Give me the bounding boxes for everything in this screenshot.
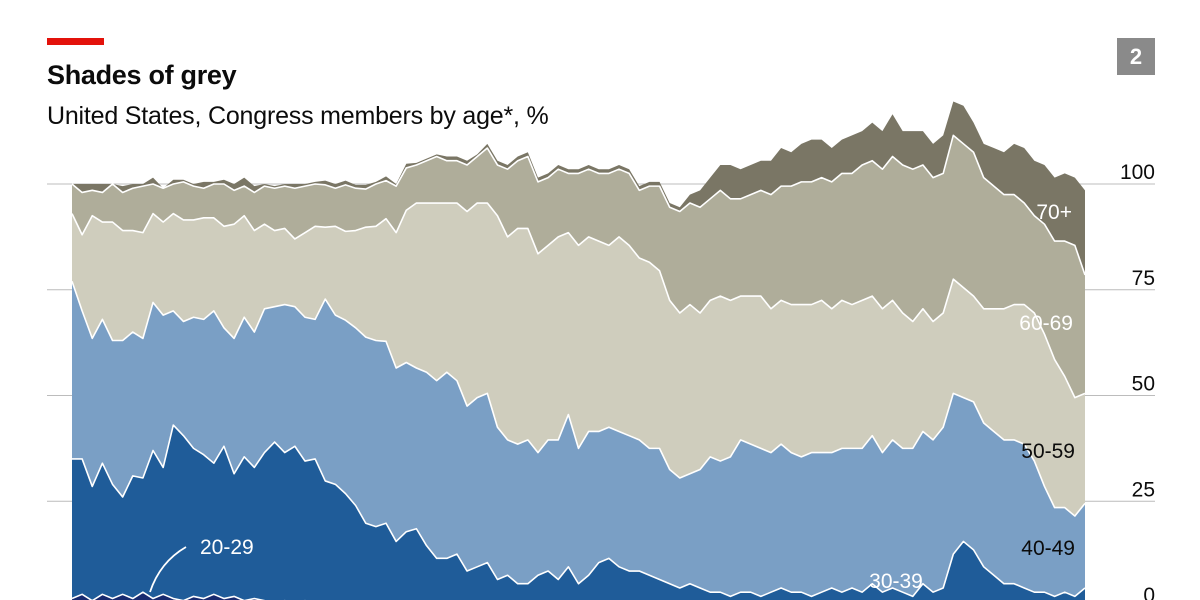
label-leader-20-29 — [149, 546, 187, 593]
accent-bar — [47, 38, 104, 45]
chart-subtitle: United States, Congress members by age*,… — [47, 102, 549, 130]
boundary-60-69 — [71, 134, 1086, 276]
area-60-69 — [72, 135, 1085, 398]
area-40-49 — [72, 281, 1085, 597]
y-tick-label-0: 0 — [1143, 584, 1155, 600]
area-series — [72, 101, 1085, 600]
series-label-60-69: 60-69 — [1019, 312, 1073, 335]
series-label-20-29: 20-29 — [200, 536, 254, 559]
y-tick-label-100: 100 — [1120, 161, 1155, 184]
y-axis-ticks: 0 25 50 75 100 — [1120, 161, 1155, 600]
area-boundaries — [71, 134, 1086, 600]
series-label-70+: 70+ — [1036, 201, 1072, 224]
boundary-20-29 — [71, 591, 306, 600]
series-label-40-49: 40-49 — [1021, 537, 1075, 560]
boundary-40-49 — [71, 281, 1086, 517]
series-label-30-39: 30-39 — [869, 570, 923, 593]
series-label-50-59: 50-59 — [1021, 440, 1075, 463]
series-labels: 20-29 30-39 40-49 50-59 60-69 70+ — [149, 201, 1075, 593]
chart-number-badge: 2 — [1117, 38, 1155, 75]
area-30-39 — [72, 425, 1085, 600]
area-50-59 — [72, 203, 1085, 517]
boundary-30-39 — [72, 424, 1086, 598]
chart-title: Shades of grey — [47, 60, 237, 90]
y-tick-label-25: 25 — [1132, 478, 1155, 501]
y-tick-label-50: 50 — [1132, 373, 1155, 396]
boundary-50-59 — [71, 202, 1086, 399]
y-tick-label-75: 75 — [1132, 267, 1155, 290]
